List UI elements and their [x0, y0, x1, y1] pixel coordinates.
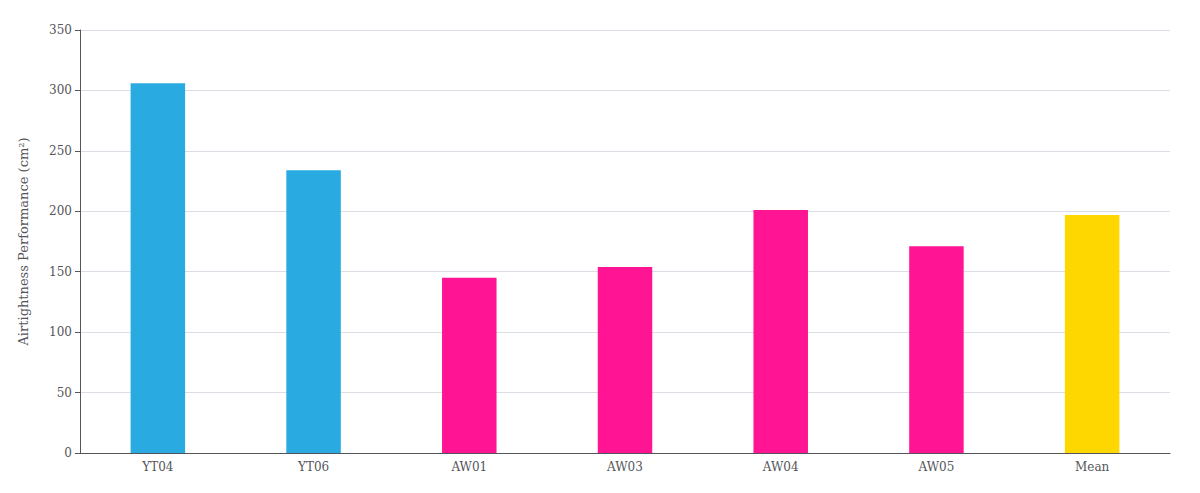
- svg-text:0: 0: [64, 446, 72, 460]
- svg-text:150: 150: [49, 265, 72, 279]
- svg-text:AW01: AW01: [450, 460, 487, 474]
- svg-text:AW03: AW03: [606, 460, 643, 474]
- svg-text:250: 250: [49, 144, 72, 158]
- svg-text:Airtightness Performance (cm²): Airtightness Performance (cm²): [16, 137, 31, 346]
- svg-text:YT06: YT06: [297, 460, 329, 474]
- svg-text:200: 200: [49, 204, 72, 218]
- svg-text:300: 300: [49, 83, 72, 97]
- svg-text:350: 350: [49, 23, 72, 37]
- svg-text:AW04: AW04: [762, 460, 799, 474]
- svg-text:YT04: YT04: [141, 460, 174, 474]
- svg-text:100: 100: [49, 325, 72, 339]
- svg-text:Mean: Mean: [1075, 460, 1110, 474]
- svg-text:50: 50: [57, 386, 72, 400]
- svg-text:AW05: AW05: [918, 460, 955, 474]
